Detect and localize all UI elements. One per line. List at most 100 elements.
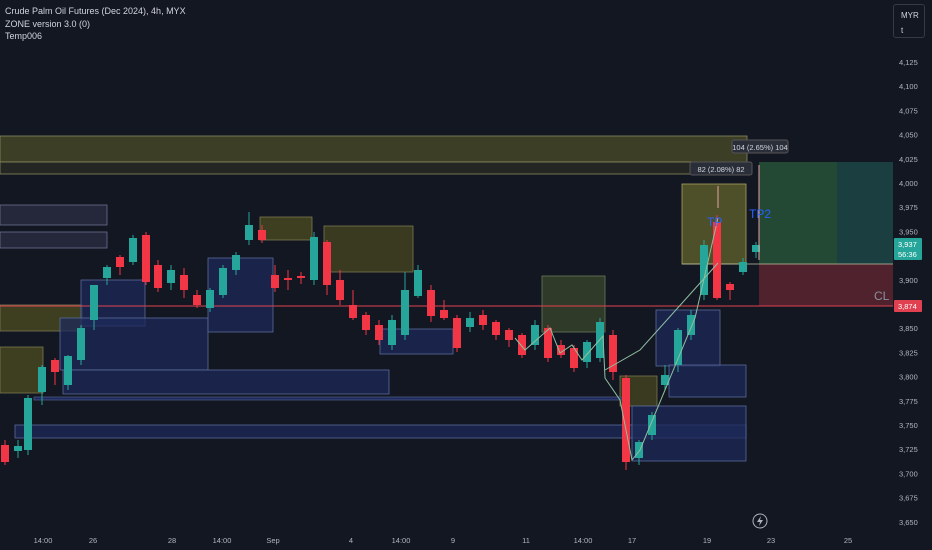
candle-body xyxy=(129,238,137,262)
pattern-lines xyxy=(514,165,760,462)
svg-text:104 (2.65%) 104: 104 (2.65%) 104 xyxy=(732,143,787,152)
candle-body xyxy=(154,265,162,288)
candle-body xyxy=(271,275,279,288)
candle-body xyxy=(349,305,357,318)
measure-label-mid: 82 (2.08%) 82 xyxy=(689,161,753,176)
candle-body xyxy=(375,325,383,340)
supply-zone xyxy=(541,275,606,333)
level-price: 3,874 xyxy=(898,302,917,311)
candle-body xyxy=(103,267,111,278)
candle-body xyxy=(726,284,734,290)
time-tick: 26 xyxy=(89,536,97,545)
price-tick: 3,650 xyxy=(899,518,918,527)
price-tick: 4,025 xyxy=(899,155,918,164)
candle-body xyxy=(414,270,422,296)
currency-selector[interactable]: MYR t xyxy=(893,4,925,38)
candle-body xyxy=(518,335,526,355)
time-tick: Sep xyxy=(266,536,279,545)
demand-zone xyxy=(207,257,274,333)
indicator-zone[interactable]: ZONE version 3.0 (0) xyxy=(5,18,91,29)
countdown: 56:36 xyxy=(898,250,917,259)
candle-body xyxy=(752,245,760,252)
last-price: 3,937 xyxy=(898,240,917,249)
symbol-title[interactable]: Crude Palm Oil Futures (Dec 2024), 4h, M… xyxy=(5,6,186,16)
candle-body xyxy=(609,335,617,372)
candle-body xyxy=(1,445,9,462)
price-tick: 3,900 xyxy=(899,276,918,285)
time-tick: 23 xyxy=(767,536,775,545)
time-tick: 25 xyxy=(844,536,852,545)
currency-code: MYR xyxy=(901,11,919,20)
candle-body xyxy=(142,235,150,282)
price-tick: 3,775 xyxy=(899,397,918,406)
candle-body xyxy=(635,442,643,458)
demand-zone xyxy=(33,396,622,401)
candle-body xyxy=(388,320,396,345)
candle-body xyxy=(38,367,46,392)
price-tick: 4,000 xyxy=(899,179,918,188)
candle-body xyxy=(661,375,669,385)
time-tick: 11 xyxy=(522,536,530,545)
candle-body xyxy=(258,230,266,240)
price-tick: 3,725 xyxy=(899,445,918,454)
chart-legend: Crude Palm Oil Futures (Dec 2024), 4h, M… xyxy=(5,5,186,43)
supply-zone xyxy=(259,216,313,241)
candle-body xyxy=(167,270,175,283)
candle-body xyxy=(193,295,201,305)
candle-body xyxy=(687,315,695,335)
candle-body xyxy=(180,275,188,290)
indicator-temp[interactable]: Temp006 xyxy=(5,31,43,41)
time-tick: 9 xyxy=(451,536,455,545)
supply-zone xyxy=(0,204,108,226)
candle-body xyxy=(648,415,656,435)
svg-text:82 (2.08%) 82: 82 (2.08%) 82 xyxy=(697,165,744,174)
candle-body xyxy=(64,356,72,385)
price-tick: 3,800 xyxy=(899,373,918,382)
price-tick: 3,825 xyxy=(899,348,918,357)
candle-body xyxy=(453,318,461,348)
lightning-icon[interactable] xyxy=(752,513,768,529)
time-tick: 14:00 xyxy=(392,536,411,545)
candle-body xyxy=(713,222,721,298)
target-zone xyxy=(759,162,837,264)
price-axis[interactable]: 4,125 4,100 4,075 4,050 4,025 4,000 3,975 3,950… xyxy=(893,40,932,550)
candle-body xyxy=(245,225,253,240)
supply-zone xyxy=(0,135,748,163)
candle-body xyxy=(700,245,708,295)
candle-body xyxy=(24,398,32,450)
price-tick: 3,950 xyxy=(899,227,918,236)
candle-body xyxy=(505,330,513,340)
candle-body xyxy=(51,360,59,372)
candle-body xyxy=(583,342,591,362)
candle-body xyxy=(116,257,124,267)
candle-body xyxy=(14,446,22,451)
time-tick: 19 xyxy=(703,536,711,545)
time-tick: 14:00 xyxy=(213,536,232,545)
price-tick: 3,750 xyxy=(899,421,918,430)
candle-body xyxy=(739,262,747,272)
candle-body xyxy=(674,330,682,365)
price-tick: 3,850 xyxy=(899,324,918,333)
time-axis[interactable]: 14:00 26 28 14:00 Sep 4 14:00 9 11 14:00 17 19 23 25 xyxy=(34,536,853,545)
candle-body xyxy=(479,315,487,325)
candle-body xyxy=(570,348,578,368)
time-tick: 4 xyxy=(349,536,353,545)
candle-body xyxy=(440,310,448,318)
supply-zone xyxy=(323,225,414,273)
time-tick: 28 xyxy=(168,536,176,545)
level-price-tag xyxy=(894,300,922,312)
price-tick: 3,700 xyxy=(899,469,918,478)
candle-body xyxy=(427,290,435,316)
candle-body xyxy=(531,325,539,345)
candle-body xyxy=(232,255,240,270)
candle-body xyxy=(362,315,370,330)
cl-label: CL xyxy=(874,289,890,303)
candle-body xyxy=(90,285,98,320)
last-price-tag xyxy=(894,238,922,260)
measure-label-top: 104 (2.65%) 104 xyxy=(731,139,789,154)
supply-zone xyxy=(0,161,748,175)
candle-body xyxy=(622,378,630,462)
stop-zone xyxy=(759,264,893,306)
price-tick: 4,050 xyxy=(899,131,918,140)
